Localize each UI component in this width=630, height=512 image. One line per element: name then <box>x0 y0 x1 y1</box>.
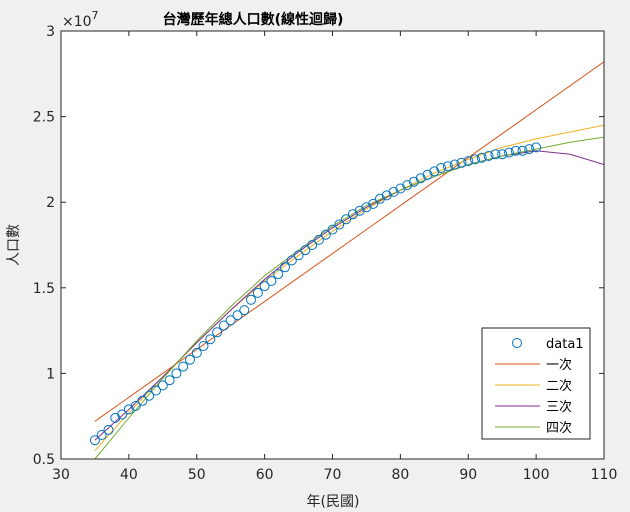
data-point <box>354 205 365 216</box>
data-point <box>375 193 385 204</box>
data-point <box>436 163 447 173</box>
data-point <box>286 255 297 266</box>
data-point <box>110 412 121 423</box>
data-point <box>313 234 324 245</box>
y-exponent-label: ×107 <box>62 9 99 30</box>
data-point <box>259 281 270 292</box>
data-point <box>273 269 284 280</box>
data-point <box>463 156 474 167</box>
data-point <box>442 161 453 172</box>
data-point <box>422 169 433 180</box>
y-tick-label: 1.5 <box>33 281 55 297</box>
data-point <box>510 145 521 156</box>
data-point <box>476 152 487 163</box>
y-tick-label: 1 <box>46 366 55 382</box>
data-point <box>130 400 141 411</box>
chart-title: 台灣歷年總人口數(線性迴歸) <box>163 11 344 28</box>
data-point <box>456 157 467 168</box>
data-point <box>531 142 542 153</box>
legend-label: 三次 <box>546 399 572 415</box>
x-tick-label: 70 <box>324 467 342 483</box>
y-axis-label: 人口數 <box>6 224 22 266</box>
legend-label: 二次 <box>546 378 572 394</box>
data-point <box>307 240 318 250</box>
y-tick-label: 2 <box>46 195 55 211</box>
x-tick-label: 110 <box>591 467 618 483</box>
data-point <box>123 404 134 415</box>
data-point <box>225 315 236 326</box>
data-point <box>232 310 243 321</box>
data-point <box>483 151 494 161</box>
data-point <box>144 390 155 401</box>
data-point <box>96 430 107 440</box>
x-axis: 30 40 50 60 70 80 90 100 110 <box>52 31 617 483</box>
data-point <box>137 395 148 406</box>
data-point <box>266 276 277 286</box>
data-point <box>361 202 372 213</box>
data-point <box>395 183 406 194</box>
data-point <box>164 375 175 386</box>
x-tick-label: 60 <box>256 467 274 483</box>
data-point <box>334 219 345 230</box>
fit-line-1 <box>94 61 604 422</box>
y-axis: 0.5 1 1.5 2 2.5 3 <box>33 24 604 468</box>
legend-label: data1 <box>546 337 584 352</box>
legend-marker <box>512 338 522 348</box>
data-point <box>218 320 229 331</box>
data-point <box>320 229 331 240</box>
data-point <box>517 145 528 156</box>
data-point <box>252 287 263 298</box>
data-point <box>300 245 311 256</box>
data-point <box>293 250 304 261</box>
data-point <box>327 224 338 235</box>
data-point <box>347 209 358 220</box>
data-point <box>117 409 128 420</box>
data-point <box>171 368 182 379</box>
data-point <box>504 147 514 158</box>
data-point <box>280 262 290 273</box>
x-tick-label: 100 <box>523 467 550 483</box>
data-point <box>103 424 114 435</box>
legend-box <box>481 327 591 440</box>
y-tick-label: 2.5 <box>33 110 55 126</box>
data-point <box>212 327 223 338</box>
legend-label: 四次 <box>546 420 572 436</box>
data-point <box>157 380 168 391</box>
data-point <box>388 186 399 197</box>
data-point <box>151 385 161 396</box>
data-point <box>381 190 392 201</box>
data-point <box>341 214 352 225</box>
data-point <box>429 166 440 177</box>
x-tick-label: 50 <box>188 467 206 483</box>
data-point <box>497 149 508 160</box>
x-tick-label: 40 <box>120 467 138 483</box>
y-tick-label: 0.5 <box>33 452 55 468</box>
data-point <box>449 159 460 170</box>
data-point <box>524 144 535 155</box>
data-point <box>185 354 195 365</box>
data-point <box>89 435 100 446</box>
legend-label: 一次 <box>546 357 572 373</box>
x-tick-label: 80 <box>391 467 409 483</box>
x-tick-label: 30 <box>52 467 70 483</box>
x-axis-label: 年(民國) <box>307 494 360 510</box>
x-tick-label: 90 <box>459 467 477 483</box>
data-points <box>89 142 542 446</box>
data-point <box>246 294 256 305</box>
data-point <box>490 149 501 160</box>
data-point <box>368 198 379 209</box>
data-point <box>191 347 202 358</box>
data-point <box>415 173 426 184</box>
data-point <box>205 334 216 345</box>
data-point <box>402 180 413 191</box>
data-point <box>408 176 419 187</box>
data-point <box>198 341 209 351</box>
data-point <box>470 154 480 165</box>
y-tick-label: 3 <box>46 24 55 40</box>
data-point <box>239 305 250 316</box>
data-point <box>178 361 189 372</box>
